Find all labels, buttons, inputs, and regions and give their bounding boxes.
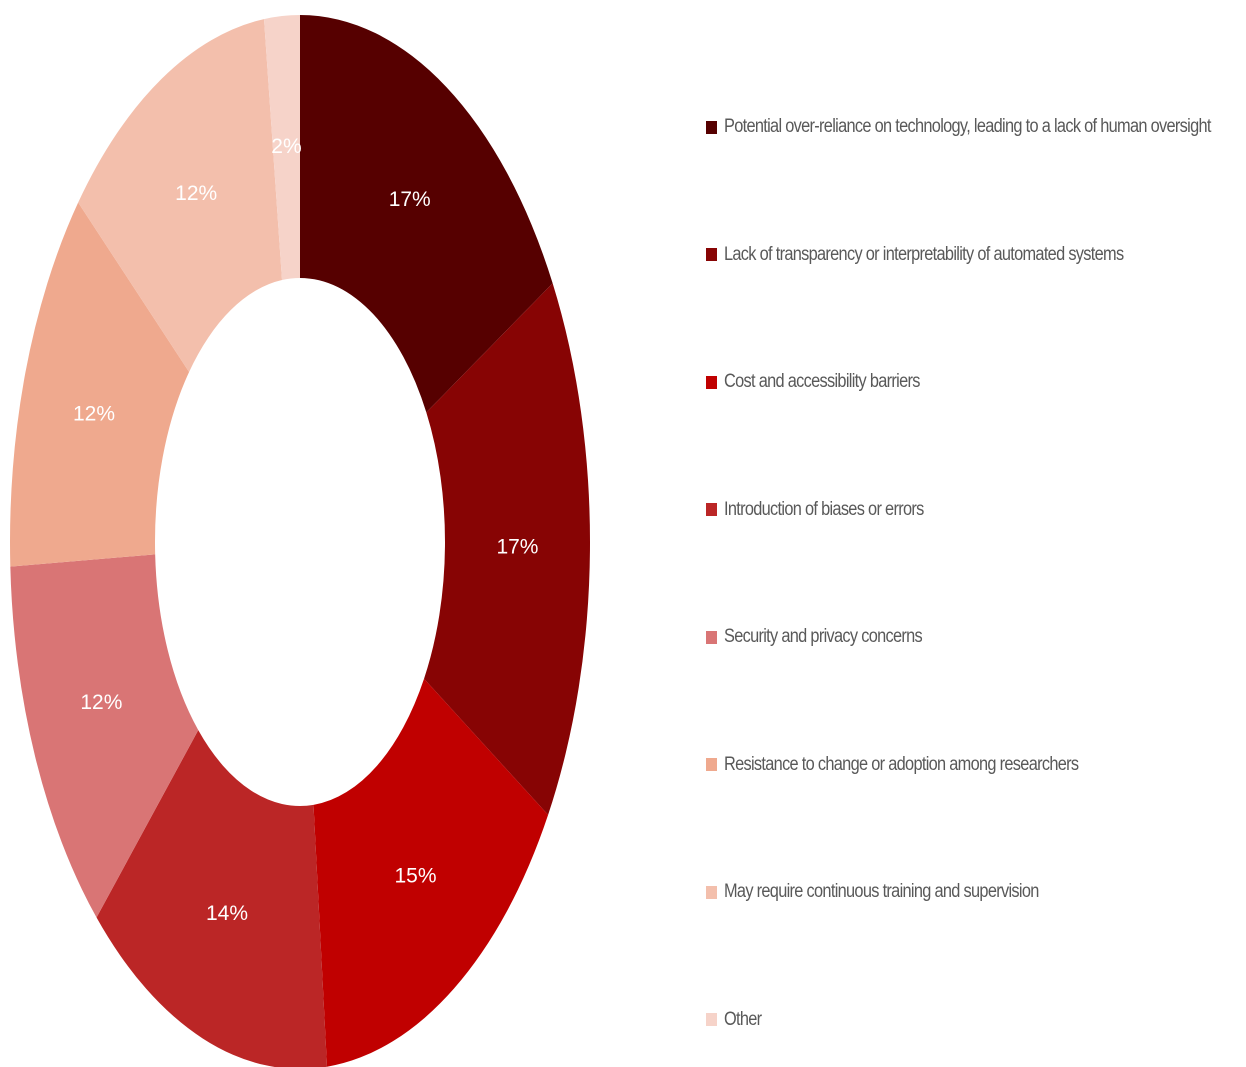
slice-lack-of-transparency-or-interpretability-of-automated-systems (424, 283, 590, 815)
slice-security-and-privacy-concerns (10, 554, 199, 918)
legend-label: Security and privacy concerns (724, 626, 923, 647)
legend-label: Lack of transparency or interpretability… (724, 243, 1124, 265)
legend-item-potential-over-reliance-on-technology-leading-to-a-lack-of-human-oversight: Potential over-reliance on technology, l… (706, 114, 1246, 140)
legend-label: Resistance to change or adoption among r… (724, 753, 1079, 775)
data-label-lack-of-transparency-or-interpretability-of-automated-systems: 17% (496, 536, 538, 559)
legend-label: Potential over-reliance on technology, l… (724, 116, 1211, 137)
donut-chart: 17% 17% 15% 14% 12% 12% 12% 2% (9, 15, 590, 1067)
data-label-may-require-continuous-training-and-supervision: 12% (175, 182, 217, 205)
slice-potential-over-reliance-on-technology-leading-to-a-lack-of-human-oversight (300, 15, 553, 413)
legend-item-resistance-to-change-or-adoption-among-researchers: Resistance to change or adoption among r… (706, 752, 1136, 778)
legend-swatch (706, 1013, 717, 1026)
data-label-introduction-of-biases-or-errors: 14% (206, 902, 248, 925)
slice-introduction-of-biases-or-errors (96, 730, 328, 1067)
legend-swatch (706, 758, 717, 771)
legend-item-introduction-of-biases-or-errors: Introduction of biases or errors (706, 497, 956, 523)
data-label-potential-over-reliance-on-technology-leading-to-a-lack-of-human-oversight: 17% (389, 188, 431, 211)
legend-item-security-and-privacy-concerns: Security and privacy concerns (706, 624, 954, 650)
legend-swatch (706, 885, 717, 899)
data-label-cost-and-accessibility-barriers: 15% (394, 865, 436, 888)
legend-item-may-require-continuous-training-and-supervision: May require continuous training and supe… (706, 879, 1090, 905)
legend-swatch (706, 248, 717, 261)
data-label-resistance-to-change-or-adoption-among-researchers: 12% (73, 403, 115, 426)
slice-resistance-to-change-or-adoption-among-researchers (9, 202, 190, 567)
data-label-other: 2% (271, 135, 301, 158)
slice-cost-and-accessibility-barriers (313, 678, 549, 1067)
legend-swatch (706, 120, 717, 134)
slice-may-require-continuous-training-and-supervision (78, 19, 283, 372)
legend-item-cost-and-accessibility-barriers: Cost and accessibility barriers (706, 369, 952, 395)
legend-label: May require continuous training and supe… (724, 881, 1039, 902)
legend-label: Introduction of biases or errors (724, 498, 924, 520)
legend-swatch (706, 503, 717, 516)
chart-legend: Potential over-reliance on technology, l… (706, 0, 1246, 1067)
legend-label: Other (724, 1008, 762, 1030)
legend-swatch (706, 630, 717, 644)
legend-label: Cost and accessibility barriers (724, 371, 920, 392)
donut-slices (9, 15, 590, 1067)
legend-item-lack-of-transparency-or-interpretability-of-automated-systems: Lack of transparency or interpretability… (706, 242, 1188, 268)
data-label-security-and-privacy-concerns: 12% (80, 691, 122, 714)
slice-other (264, 15, 300, 281)
legend-item-other: Other (706, 1007, 768, 1033)
legend-swatch (706, 375, 717, 389)
donut-data-labels: 17% 17% 15% 14% 12% 12% 12% 2% (73, 135, 539, 925)
